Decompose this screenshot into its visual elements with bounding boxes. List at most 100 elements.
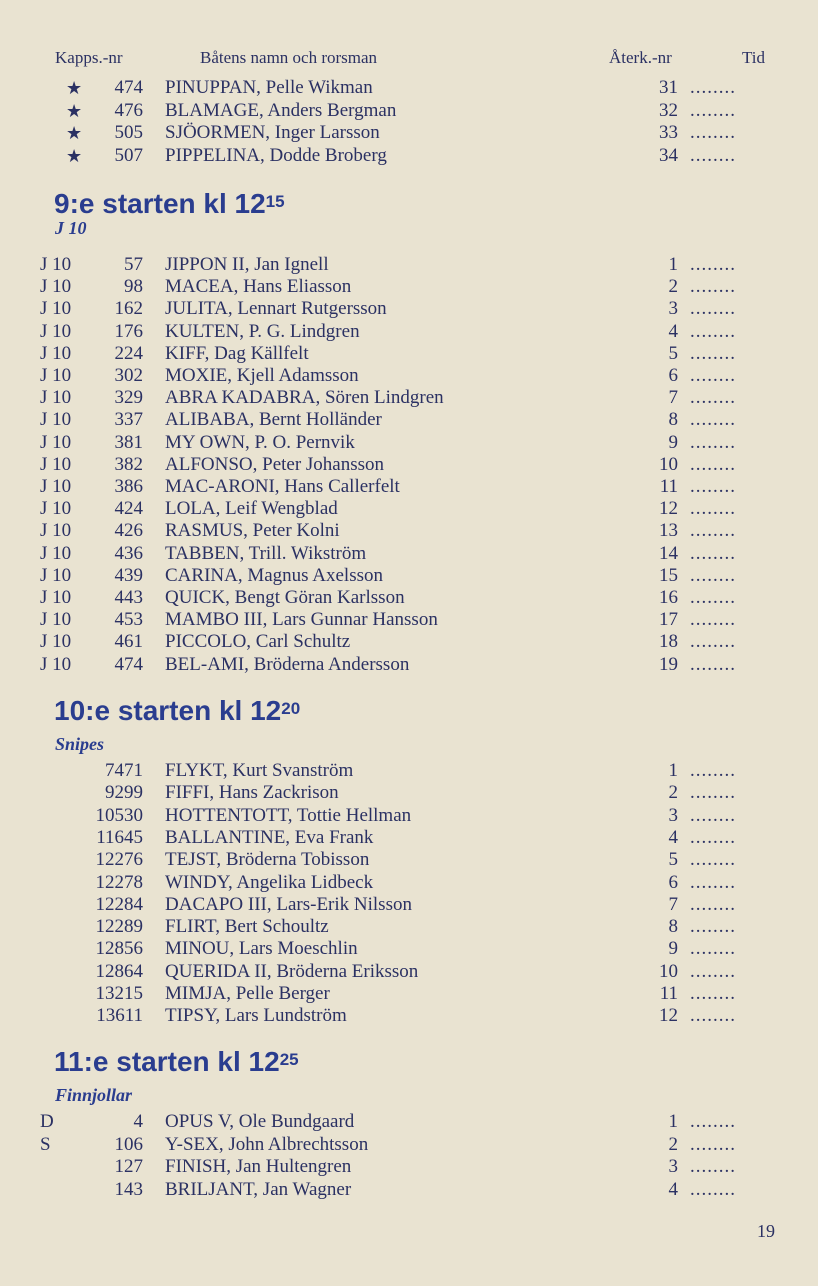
list-item: ★ 474 PINUPPAN, Pelle Wikman 31........ [0, 77, 818, 99]
boat-and-skipper: BRILJANT, Jan Wagner [165, 1178, 352, 1200]
boat-and-skipper: BLAMAGE, Anders Bergman [165, 99, 397, 121]
list-item: 9299 FIFFI, Hans Zackrison 2........ [0, 782, 818, 804]
boat-and-skipper: MINOU, Lars Moeschlin [165, 938, 358, 960]
boat-and-skipper: Y-SEX, John Albrechtsson [165, 1133, 369, 1155]
return-number: 7 [668, 893, 679, 915]
list-item: 127 FINISH, Jan Hultengren 3........ [0, 1156, 818, 1178]
time-dots: ........ [690, 254, 736, 275]
boat-and-skipper: QUICK, Bengt Göran Karlsson [165, 587, 405, 608]
boat-and-skipper: KULTEN, P. G. Lindgren [165, 320, 360, 342]
class-prefix: J 10 [40, 631, 72, 653]
time-dots: ........ [690, 298, 736, 320]
boat-and-skipper: FLYKT, Kurt Svanström [165, 760, 354, 781]
return-number: 3 [668, 298, 679, 320]
list-item: 12856 MINOU, Lars Moeschlin 9........ [0, 938, 818, 960]
race-number: 505 [114, 122, 144, 144]
boat-and-skipper: MOXIE, Kjell Adamsson [165, 365, 359, 386]
return-number: 11 [659, 476, 678, 497]
list-item: J 10 386 MAC-ARONI, Hans Callerfelt 11.....… [0, 476, 818, 498]
race-number: 426 [114, 520, 144, 542]
list-item: 10530 HOTTENTOTT, Tottie Hellman 3........ [0, 805, 818, 827]
time-dots: ........ [690, 960, 736, 982]
time-dots: ........ [690, 122, 736, 144]
race-number: 476 [114, 99, 144, 121]
race-number: 7471 [105, 760, 143, 781]
return-number: 5 [668, 342, 679, 364]
return-number: 18 [659, 631, 678, 653]
return-number: 8 [668, 916, 679, 938]
boat-and-skipper: MAC-ARONI, Hans Callerfelt [165, 476, 400, 497]
list-item: J 10 337 ALIBABA, Bernt Holländer 8........ [0, 409, 818, 431]
time-dots: ........ [690, 342, 736, 364]
time-dots: ........ [690, 276, 736, 298]
race-number: 381 [114, 431, 144, 453]
time-dots: ........ [690, 320, 736, 342]
header-boat-name: Båtens namn och rorsman [200, 48, 378, 67]
return-number: 4 [668, 1178, 679, 1200]
return-number: 19 [659, 653, 678, 675]
time-dots: ........ [690, 804, 736, 826]
boat-and-skipper: TABBEN, Trill. Wikström [165, 542, 367, 564]
star-icon: ★ [66, 100, 83, 121]
return-number: 1 [668, 1111, 679, 1132]
boat-and-skipper: CARINA, Magnus Axelsson [165, 564, 383, 586]
return-number: 14 [659, 542, 678, 564]
list-item: J 10 57 JIPPON II, Jan Ignell 1........ [0, 254, 818, 276]
return-number: 12 [659, 498, 678, 520]
return-number: 33 [659, 122, 678, 144]
time-dots: ........ [690, 871, 736, 893]
boat-and-skipper: QUERIDA II, Bröderna Eriksson [165, 960, 419, 982]
list-item: 143 BRILJANT, Jan Wagner 4........ [0, 1179, 818, 1201]
list-item: D 4 OPUS V, Ole Bundgaard 1........ [0, 1111, 818, 1133]
race-number: 453 [114, 609, 144, 631]
boat-and-skipper: SJÖORMEN, Inger Larsson [165, 122, 380, 144]
class-prefix: J 10 [40, 453, 72, 475]
boat-and-skipper: ABRA KADABRA, Sören Lindgren [165, 387, 444, 409]
boat-and-skipper: TIPSY, Lars Lundström [165, 1005, 347, 1027]
time-dots: ........ [690, 1156, 736, 1178]
race-number: 12289 [95, 916, 144, 938]
class-prefix: J 10 [40, 498, 72, 520]
list-item: J 10 176 KULTEN, P. G. Lindgren 4........ [0, 321, 818, 343]
time-dots: ........ [690, 1005, 736, 1027]
time-dots: ........ [690, 653, 736, 675]
return-number: 10 [659, 960, 678, 982]
boat-and-skipper: RASMUS, Peter Kolni [165, 520, 340, 542]
list-item: J 10 162 JULITA, Lennart Rutgersson 3......… [0, 298, 818, 320]
boat-class: J 10 [55, 218, 87, 238]
race-number: 127 [114, 1156, 144, 1178]
time-dots: ........ [690, 409, 736, 431]
return-number: 17 [659, 609, 678, 631]
return-number: 3 [668, 1156, 679, 1178]
class-prefix: J 10 [40, 276, 72, 298]
class-prefix: J 10 [40, 431, 72, 453]
list-item: J 10 424 LOLA, Leif Wengblad 12........ [0, 498, 818, 520]
return-number: 13 [659, 520, 678, 542]
boat-and-skipper: DACAPO III, Lars-Erik Nilsson [165, 893, 412, 915]
boat-and-skipper: JULITA, Lennart Rutgersson [165, 298, 387, 320]
return-number: 10 [659, 453, 678, 475]
return-number: 1 [668, 254, 679, 275]
return-number: 2 [668, 276, 679, 298]
return-number: 9 [668, 431, 679, 453]
list-item: 12289 FLIRT, Bert Schoultz 8........ [0, 916, 818, 938]
return-number: 31 [659, 77, 678, 98]
time-dots: ........ [690, 916, 736, 938]
return-number: 2 [668, 1133, 679, 1155]
race-number: 507 [114, 144, 144, 166]
race-number: 57 [124, 254, 143, 275]
boat-and-skipper: MAMBO III, Lars Gunnar Hansson [165, 609, 438, 631]
boat-and-skipper: LOLA, Leif Wengblad [165, 498, 338, 520]
race-number: 143 [114, 1178, 144, 1200]
time-dots: ........ [690, 938, 736, 960]
race-number: 12864 [95, 960, 144, 982]
race-number: 11645 [96, 826, 143, 848]
list-item: J 10 436 TABBEN, Trill. Wikström 14........ [0, 543, 818, 565]
boat-and-skipper: WINDY, Angelika Lidbeck [165, 871, 374, 893]
list-item: J 10 461 PICCOLO, Carl Schultz 18........ [0, 631, 818, 653]
list-item: J 10 453 MAMBO III, Lars Gunnar Hansson 17.… [0, 609, 818, 631]
list-item: J 10 302 MOXIE, Kjell Adamsson 6........ [0, 365, 818, 387]
time-dots: ........ [690, 826, 736, 848]
boat-and-skipper: MY OWN, P. O. Pernvik [165, 431, 355, 453]
return-number: 32 [659, 99, 678, 121]
